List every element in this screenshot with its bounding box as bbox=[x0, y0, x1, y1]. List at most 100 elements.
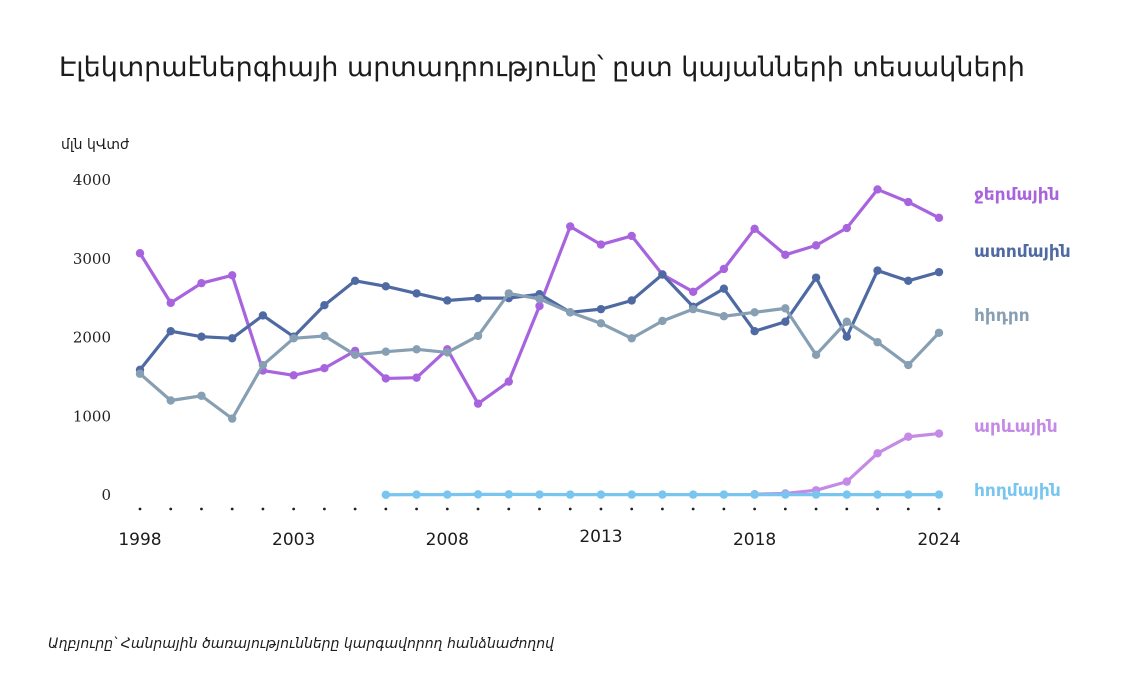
data-point bbox=[934, 213, 944, 222]
data-point bbox=[750, 490, 759, 499]
series-label: արևային bbox=[974, 417, 1058, 437]
data-point bbox=[750, 327, 759, 336]
data-point bbox=[811, 241, 821, 250]
x-tick-dot bbox=[138, 507, 142, 511]
data-point bbox=[473, 490, 483, 499]
data-point bbox=[719, 490, 729, 499]
data-point bbox=[658, 270, 667, 279]
data-point bbox=[412, 490, 421, 499]
data-point bbox=[873, 185, 882, 194]
data-point bbox=[873, 449, 882, 458]
data-point bbox=[904, 432, 913, 441]
y-axis-ticks: 0 1000 2000 3000 4000 bbox=[73, 171, 111, 504]
data-point bbox=[873, 490, 882, 499]
x-tick-dot bbox=[384, 507, 388, 511]
data-point bbox=[781, 304, 790, 313]
data-point bbox=[443, 296, 452, 305]
x-tick-label: 2008 bbox=[426, 530, 469, 550]
series-group bbox=[135, 185, 944, 408]
data-point bbox=[350, 276, 360, 285]
data-point bbox=[289, 334, 298, 343]
x-tick-dot bbox=[445, 507, 449, 511]
data-point bbox=[566, 490, 575, 499]
data-point bbox=[627, 490, 636, 499]
series-labels: ջերմային ատոմային հիդրո արևային հողմային bbox=[974, 185, 1071, 501]
x-tick-label: 2013 bbox=[579, 527, 622, 547]
data-point bbox=[781, 317, 790, 326]
x-tick-dot bbox=[722, 507, 726, 511]
source-note: Աղբյուրը՝ Հանրային ծառայությունները կարգ… bbox=[48, 636, 555, 652]
x-tick-dot bbox=[169, 507, 173, 511]
data-point bbox=[719, 284, 729, 293]
data-point bbox=[627, 334, 636, 343]
data-point bbox=[289, 371, 298, 380]
x-tick-dot bbox=[599, 507, 603, 511]
y-tick-label: 0 bbox=[101, 486, 111, 504]
data-point bbox=[658, 490, 667, 499]
data-point bbox=[750, 308, 759, 317]
data-point bbox=[934, 429, 944, 438]
data-point bbox=[627, 231, 636, 241]
x-tick-label: 2024 bbox=[917, 530, 960, 550]
data-point bbox=[135, 369, 145, 378]
data-point bbox=[381, 374, 391, 383]
data-point bbox=[934, 490, 944, 499]
data-point bbox=[135, 249, 145, 258]
data-point bbox=[443, 348, 452, 357]
data-point bbox=[596, 490, 606, 499]
x-axis-dots bbox=[138, 507, 941, 511]
x-tick-dot bbox=[261, 507, 265, 511]
x-tick-dot bbox=[876, 507, 879, 511]
x-tick-label: 2018 bbox=[733, 530, 776, 550]
data-point bbox=[904, 276, 913, 285]
data-point bbox=[658, 316, 667, 326]
data-point bbox=[504, 289, 513, 298]
x-tick-dot bbox=[630, 507, 634, 511]
data-point bbox=[688, 304, 698, 314]
data-point bbox=[904, 360, 913, 370]
data-point bbox=[842, 223, 852, 233]
data-point bbox=[596, 240, 606, 249]
data-point bbox=[688, 287, 698, 297]
data-point bbox=[842, 332, 852, 341]
data-point bbox=[596, 304, 606, 314]
data-point bbox=[197, 278, 206, 288]
data-point bbox=[166, 298, 175, 308]
x-tick-dot bbox=[200, 507, 203, 511]
data-point bbox=[566, 222, 575, 231]
data-point bbox=[719, 264, 729, 274]
data-point bbox=[227, 271, 237, 280]
y-tick-label: 1000 bbox=[73, 407, 111, 425]
y-axis-unit-label: մլն կՎտժ bbox=[61, 137, 130, 153]
data-point bbox=[320, 301, 329, 310]
data-point bbox=[842, 490, 852, 499]
chart-title: Էլեկտրաէներգիայի արտադրությունը՝ ըստ կայ… bbox=[59, 52, 1025, 83]
data-point bbox=[873, 338, 882, 347]
data-point bbox=[320, 331, 329, 341]
x-tick-dot bbox=[322, 507, 326, 511]
data-point bbox=[166, 396, 175, 405]
data-point bbox=[350, 350, 360, 360]
data-point bbox=[381, 490, 391, 499]
data-point bbox=[781, 250, 790, 260]
data-point bbox=[811, 273, 821, 282]
data-point bbox=[627, 296, 636, 305]
data-point bbox=[811, 490, 821, 499]
series-lines bbox=[135, 185, 944, 499]
data-point bbox=[473, 331, 483, 341]
x-tick-dot bbox=[845, 507, 849, 511]
data-point bbox=[535, 490, 544, 499]
data-point bbox=[166, 327, 175, 336]
series-label: ջերմային bbox=[974, 185, 1060, 205]
data-point bbox=[904, 197, 913, 207]
data-point bbox=[688, 490, 698, 499]
x-tick-dot bbox=[691, 507, 695, 511]
y-tick-label: 3000 bbox=[73, 250, 111, 268]
x-tick-dot bbox=[937, 507, 941, 511]
data-point bbox=[934, 328, 944, 337]
data-point bbox=[781, 490, 790, 499]
data-point bbox=[596, 319, 606, 328]
x-tick-dot bbox=[661, 507, 664, 511]
data-point bbox=[473, 293, 483, 303]
